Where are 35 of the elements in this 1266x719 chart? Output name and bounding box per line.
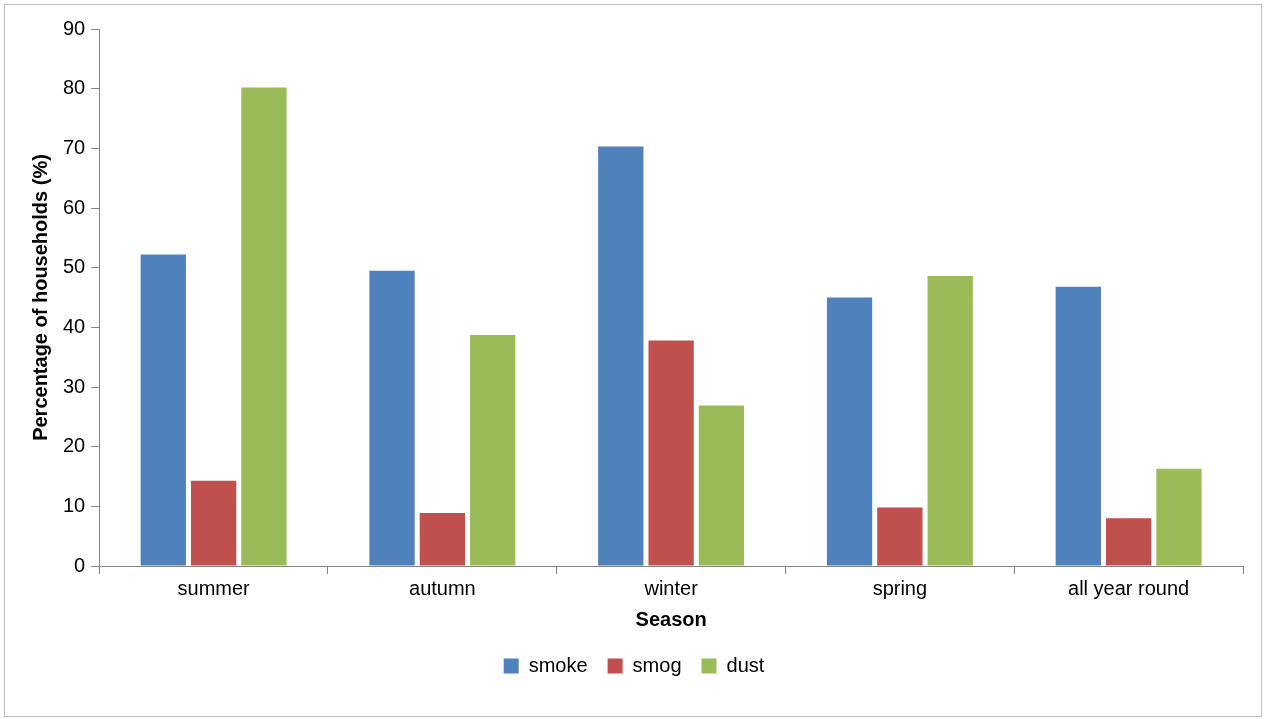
x-tick-label: winter: [643, 576, 699, 599]
y-tick-label: 60: [63, 195, 86, 218]
bar: [877, 507, 923, 566]
legend-label: smoke: [528, 653, 588, 676]
x-axis-title: Season: [635, 607, 707, 630]
bar: [419, 512, 466, 566]
bar: [241, 87, 287, 566]
y-tick-label: 20: [63, 434, 86, 457]
y-tick-label: 30: [63, 374, 86, 397]
y-tick-label: 90: [63, 16, 86, 39]
x-tick-label: autumn: [409, 576, 476, 599]
legend-label: smog: [632, 653, 682, 676]
y-tick-label: 70: [63, 135, 86, 158]
x-tick-label: spring: [872, 576, 928, 599]
y-axis-title: Percentage of households (%): [28, 154, 51, 441]
bar: [698, 405, 745, 566]
bar: [140, 254, 186, 566]
bar: [190, 480, 237, 566]
y-tick-label: 50: [63, 255, 86, 278]
bar: [369, 270, 415, 566]
bar: [1055, 286, 1101, 566]
y-tick-label: 40: [63, 314, 86, 337]
legend-label: dust: [726, 653, 765, 676]
x-tick-label: summer: [177, 576, 251, 599]
bar: [1156, 468, 1202, 566]
x-tick-label: all year round: [1068, 576, 1190, 599]
bar: [648, 340, 694, 566]
bar: [470, 335, 516, 566]
bar: [927, 276, 973, 566]
y-tick-label: 0: [74, 553, 86, 576]
y-tick-label: 80: [63, 76, 86, 99]
bar: [598, 146, 644, 566]
bar: [826, 297, 873, 566]
bar: [1105, 518, 1152, 566]
y-tick-label: 10: [63, 493, 86, 516]
